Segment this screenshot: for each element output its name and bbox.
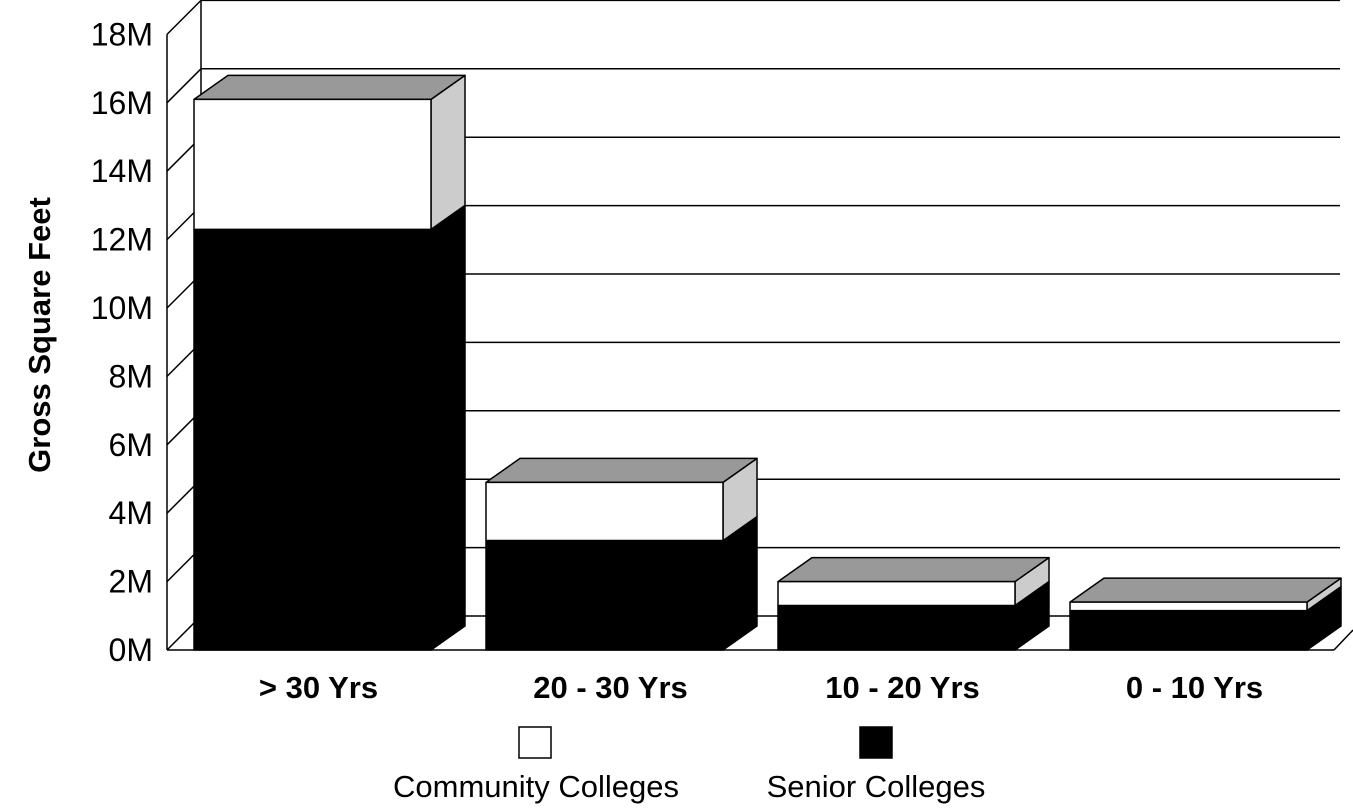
bar-stack: [485, 457, 758, 651]
bar-segment-community-colleges: [485, 481, 724, 542]
category-label: 20 - 30 Yrs: [533, 670, 688, 705]
bar-top-face: [1069, 577, 1342, 603]
y-tick-label: 2M: [109, 564, 153, 600]
bar-top-face: [193, 74, 466, 101]
bar-segment-community-colleges: [193, 98, 432, 231]
y-tick-label: 6M: [109, 427, 153, 463]
legend-swatch-community-colleges: [518, 726, 552, 759]
bar-segment-senior-colleges: [1069, 609, 1308, 651]
category-labels: > 30 Yrs 20 - 30 Yrs 10 - 20 Yrs 0 - 10 Yrs: [259, 670, 1263, 705]
y-tick-label: 14M: [91, 153, 153, 189]
bar-segment-senior-colleges: [485, 539, 724, 651]
bar-side-senior-colleges: [430, 204, 466, 651]
bar-stack: [777, 556, 1050, 651]
category-label: 0 - 10 Yrs: [1126, 670, 1263, 705]
bar-segment-community-colleges: [1069, 601, 1308, 612]
legend-label-senior-colleges: Senior Colleges: [767, 769, 986, 804]
y-tick-label: 10M: [91, 290, 153, 326]
bar-segment-senior-colleges: [777, 604, 1016, 651]
y-tick-label: 12M: [91, 222, 153, 258]
legend: Community Colleges Senior Colleges: [393, 726, 986, 804]
bar-stack: [193, 74, 466, 651]
y-tick-label: 0M: [109, 632, 153, 668]
y-tick-label: 4M: [109, 495, 153, 531]
bars: [193, 74, 1342, 651]
floor-right-edge: [1333, 629, 1353, 651]
axis-tick-connector: [166, 68, 202, 104]
y-tick-label: 16M: [91, 85, 153, 121]
bar-segment-senior-colleges: [193, 228, 432, 651]
bar-top-face: [777, 556, 1050, 583]
category-label: 10 - 20 Yrs: [825, 670, 980, 705]
y-tick-label: 18M: [91, 16, 153, 52]
axis-tick-connector: [166, 0, 202, 35]
category-label: > 30 Yrs: [259, 670, 378, 705]
y-axis-label: Gross Square Feet: [22, 197, 57, 473]
legend-label-community-colleges: Community Colleges: [393, 769, 679, 804]
bar-segment-community-colleges: [777, 580, 1016, 607]
legend-swatch-senior-colleges: [859, 726, 893, 759]
bar-stack: [1069, 577, 1342, 651]
y-tick-labels: 0M 2M 4M 6M 8M 10M 12M 14M 16M 18M: [91, 16, 153, 668]
y-tick-label: 8M: [109, 358, 153, 394]
bar-side-community-colleges: [430, 74, 466, 231]
bar-top-face: [485, 457, 758, 484]
